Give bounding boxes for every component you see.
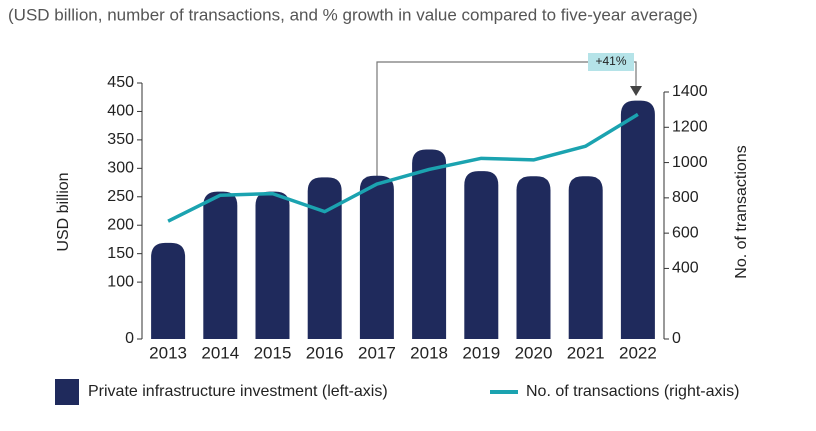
- annotation-connector: [376, 61, 637, 187]
- bar: [307, 177, 342, 339]
- annotation: +41%: [595, 54, 626, 68]
- annotation-arrow: [630, 86, 642, 96]
- y-tick-label: 100: [107, 273, 134, 290]
- legend-label: Private infrastructure investment (left-…: [88, 383, 388, 400]
- y-tick-label: 200: [107, 216, 134, 233]
- y-tick-label: 300: [107, 160, 134, 177]
- bar: [412, 149, 447, 339]
- legend-label: No. of transactions (right-axis): [526, 383, 739, 400]
- x-tick-label: 2014: [201, 343, 239, 362]
- bar: [516, 176, 551, 339]
- x-tick-label: 2018: [410, 343, 448, 362]
- bar: [255, 191, 290, 339]
- annotation-box: [588, 53, 634, 71]
- x-tick-label: 2016: [306, 343, 344, 362]
- y2-tick-label: 0: [672, 330, 681, 347]
- x-tick-label: 2021: [567, 343, 605, 362]
- y-tick-label: 0: [125, 330, 134, 347]
- chart-subtitle: (USD billion, number of transactions, an…: [8, 5, 698, 24]
- bar: [464, 171, 499, 339]
- y-tick-label: 150: [107, 245, 134, 262]
- bar: [568, 176, 603, 339]
- x-tick-label: 2019: [462, 343, 500, 362]
- legend-swatch: [55, 379, 79, 405]
- y2-tick-label: 400: [672, 260, 699, 277]
- bar: [151, 242, 186, 339]
- x-tick-label: 2022: [619, 343, 657, 362]
- x-tick-label: 2020: [515, 343, 553, 362]
- y-tick-label: 350: [107, 131, 134, 148]
- y-tick-label: 450: [107, 74, 134, 91]
- bar: [203, 191, 238, 339]
- y2-tick-label: 1200: [672, 119, 708, 136]
- bar: [620, 100, 655, 339]
- line: [167, 112, 639, 223]
- y-tick-label: 250: [107, 188, 134, 205]
- y2-tick-label: 1400: [672, 83, 708, 100]
- x-tick-label: 2013: [149, 343, 187, 362]
- y2-axis-title: No. of transactions: [733, 145, 750, 278]
- y2-tick-label: 600: [672, 224, 699, 241]
- y2-tick-label: 800: [672, 189, 699, 206]
- y-tick-label: 400: [107, 103, 134, 120]
- y2-tick-label: 1000: [672, 154, 708, 171]
- x-tick-label: 2017: [358, 343, 396, 362]
- x-tick-label: 2015: [254, 343, 292, 362]
- bar: [359, 175, 394, 339]
- y-axis-title: USD billion: [55, 172, 72, 251]
